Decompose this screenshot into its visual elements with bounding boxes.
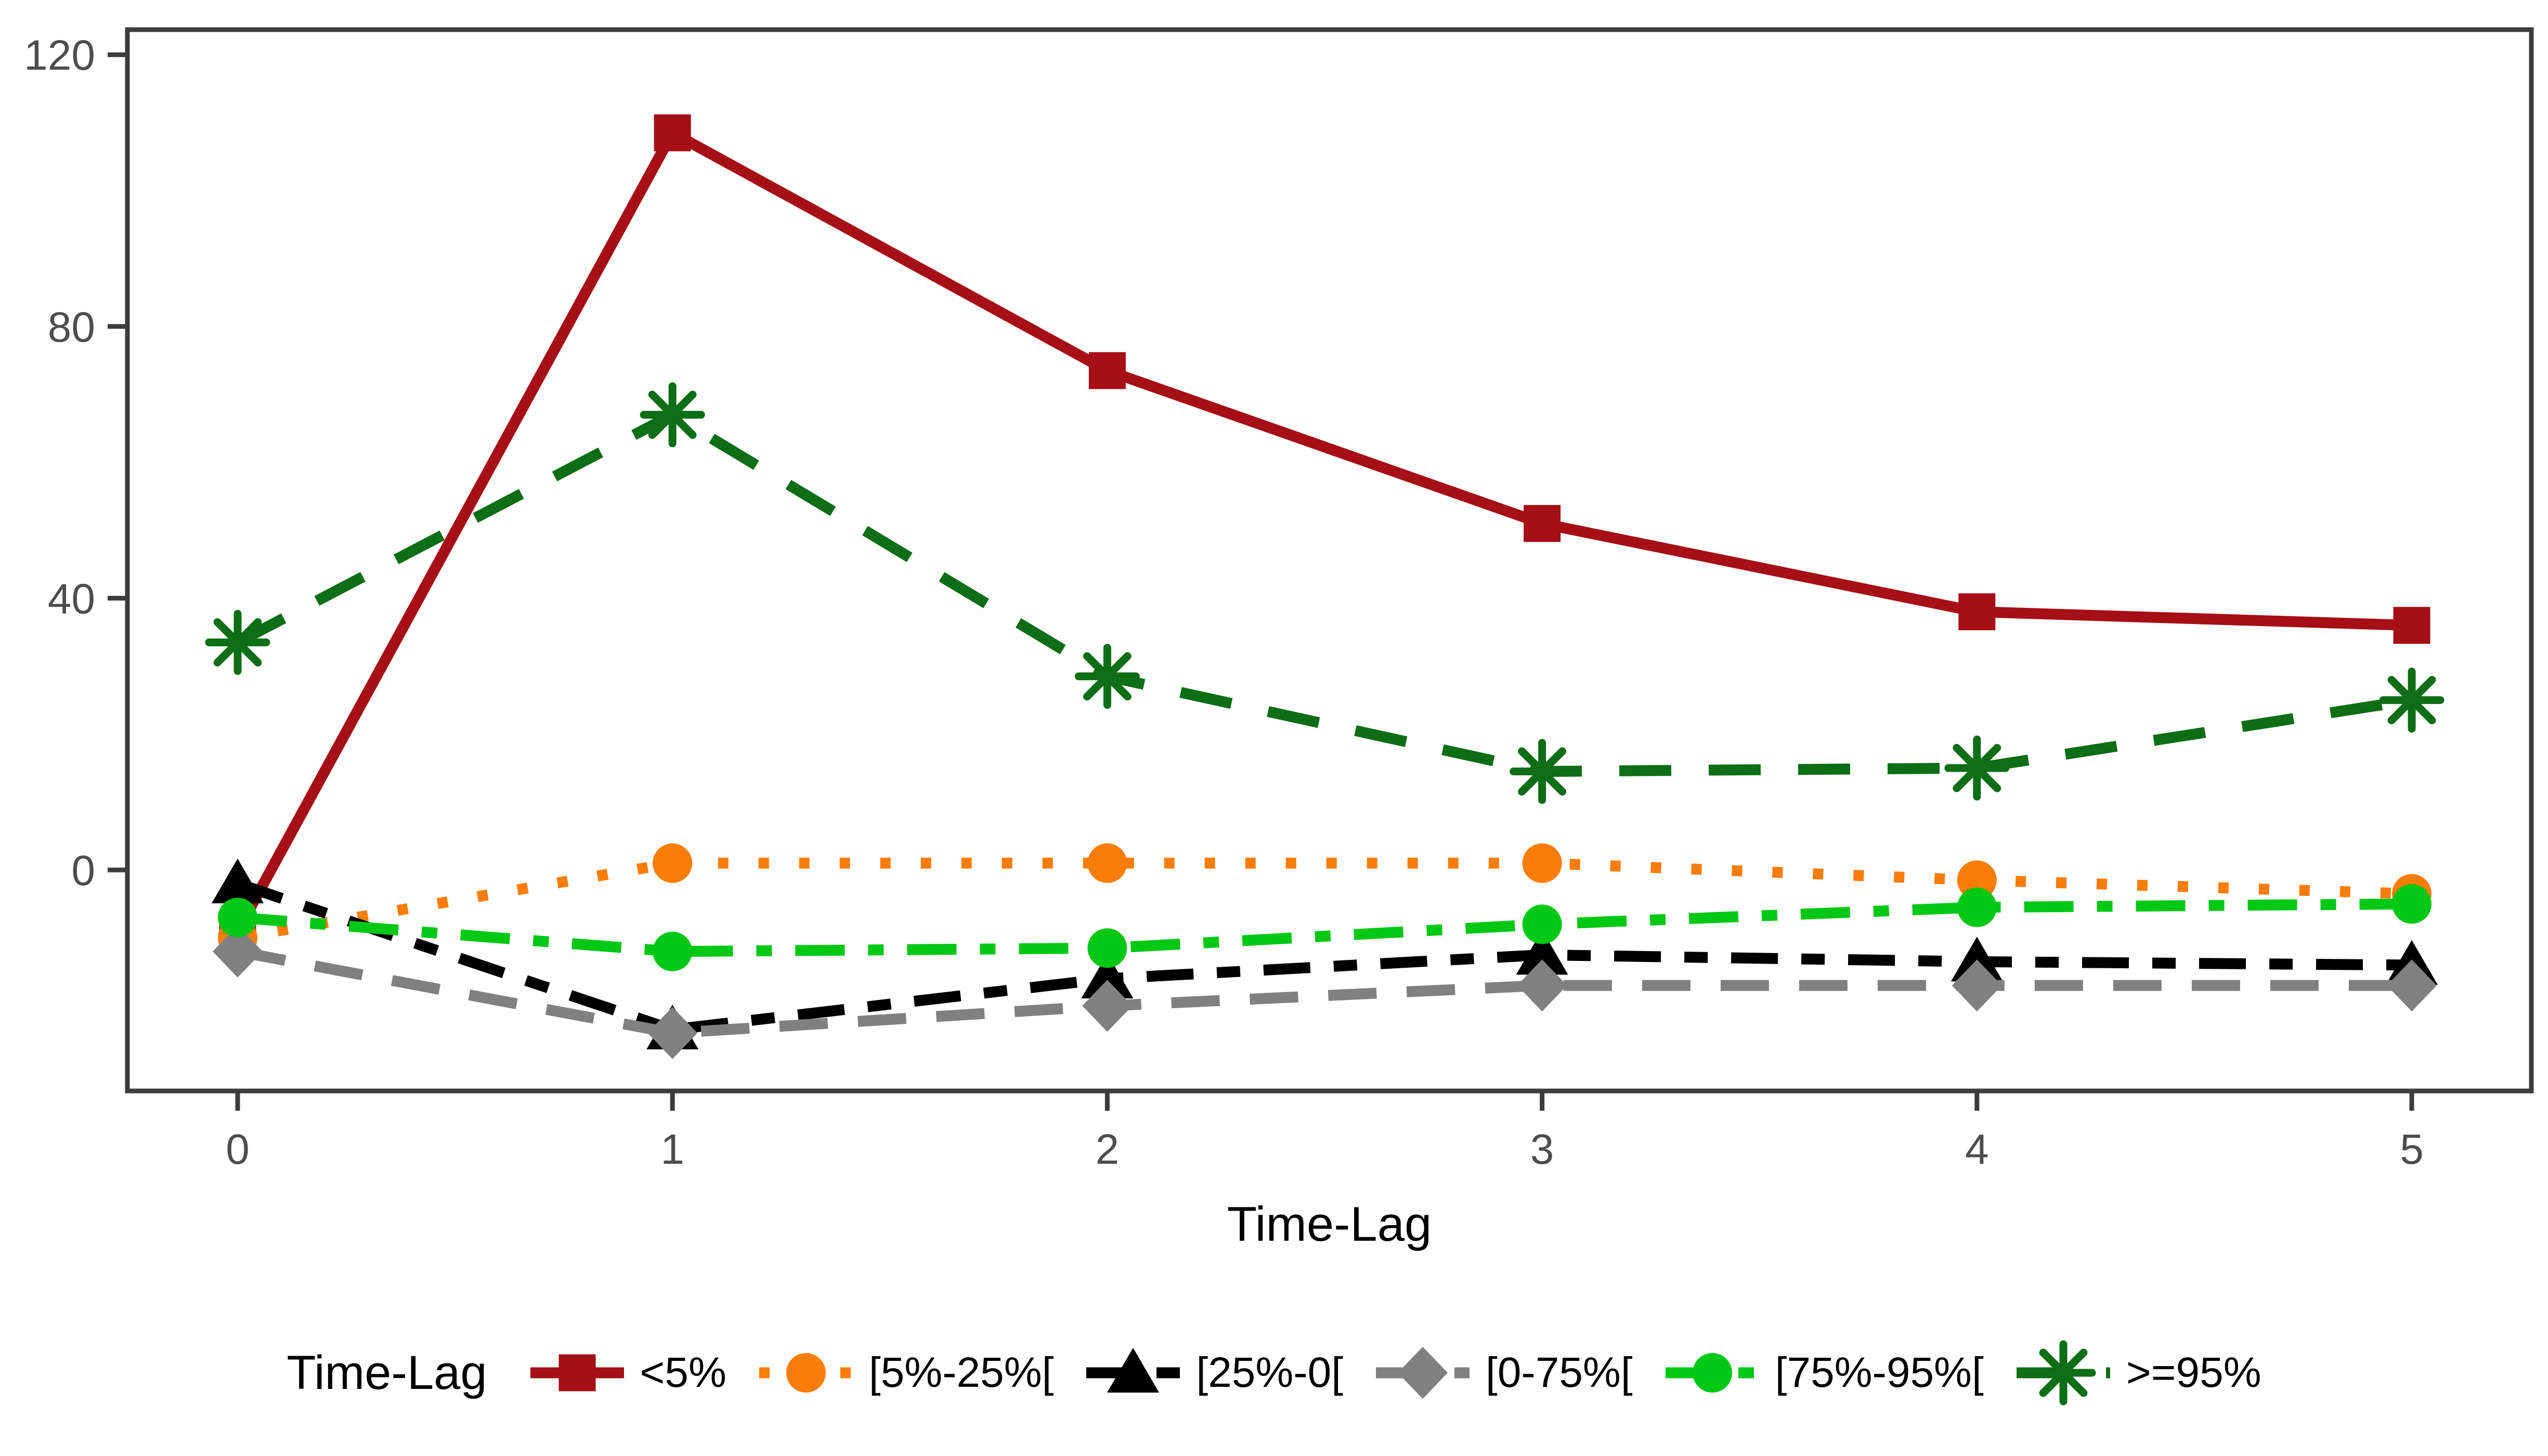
- legend-item-label: <5%: [640, 1349, 726, 1396]
- legend-item-label: [25%-0[: [1196, 1349, 1344, 1396]
- square-marker: [1088, 352, 1126, 389]
- series-line: [237, 946, 2412, 1039]
- legend-item-4: [75%-95%[: [1663, 1334, 1984, 1412]
- series-line: [236, 878, 2412, 1035]
- circle-marker: [653, 843, 693, 883]
- legend-key-diamond: [1376, 1347, 1470, 1399]
- asterisk-marker: [2031, 1340, 2096, 1406]
- legend-key-square: [530, 1354, 624, 1392]
- plot-area: 0 40 80 120 0 1 2 3 4 5: [24, 27, 2534, 1173]
- series-line: [237, 857, 2412, 943]
- triangle-marker: [212, 859, 264, 904]
- x-tick-label: 0: [226, 1126, 250, 1173]
- diamond-marker: [647, 1007, 698, 1059]
- asterisk-marker: [1510, 739, 1575, 804]
- square-marker: [654, 114, 691, 151]
- x-axis-title: Time-Lag: [1227, 1197, 1432, 1251]
- square-marker: [558, 1354, 595, 1392]
- diamond-marker: [1517, 959, 1567, 1012]
- diamond-marker: [1082, 980, 1133, 1032]
- legend-item-2: [25%-0[: [1084, 1334, 1343, 1412]
- circle-marker: [2392, 884, 2432, 924]
- diamond-marker: [1952, 959, 2002, 1012]
- series-5: [205, 382, 2445, 804]
- triangle-marker: [1107, 1348, 1160, 1393]
- diamond-marker: [213, 925, 263, 978]
- square-marker: [1524, 505, 1561, 542]
- legend-item-label: >=95%: [2126, 1349, 2261, 1396]
- x-tick-label: 5: [2400, 1126, 2424, 1173]
- legend-key-asterisk: [2016, 1340, 2110, 1406]
- circle-marker: [653, 931, 693, 971]
- legend-key-triangle: [1086, 1348, 1180, 1393]
- legend-item-0: <5%: [528, 1334, 726, 1412]
- asterisk-marker: [205, 609, 270, 675]
- square-marker: [2393, 607, 2430, 644]
- y-tick-label: 80: [48, 304, 95, 351]
- circle-marker: [1692, 1353, 1732, 1393]
- circle-marker: [1957, 860, 1997, 900]
- asterisk-marker: [2379, 667, 2445, 733]
- circle-marker: [786, 1353, 826, 1393]
- diamond-marker: [2387, 959, 2437, 1012]
- series-3: [213, 925, 2437, 1059]
- circle-marker: [1087, 928, 1127, 968]
- circle-marker: [218, 898, 257, 938]
- diamond-marker: [1398, 1347, 1448, 1399]
- circle-marker: [1522, 843, 1562, 883]
- y-tick-label: 120: [24, 32, 95, 79]
- panel-border: [125, 27, 2534, 1094]
- legend: Time-Lag <5% [5%-25%[ [25%-0[ [0-75%[ [75%-9…: [0, 1310, 2548, 1435]
- legend-item-label: [75%-95%[: [1775, 1349, 1984, 1396]
- x-tick-label: 1: [660, 1126, 684, 1173]
- legend-title: Time-Lag: [287, 1346, 487, 1399]
- legend-item-label: [5%-25%[: [868, 1349, 1054, 1396]
- x-tick-label: 4: [1965, 1126, 1989, 1173]
- triangle-marker: [1081, 954, 1134, 999]
- legend-item-1: [5%-25%[: [757, 1334, 1054, 1412]
- legend-key-circle: [759, 1353, 853, 1393]
- square-marker: [1958, 593, 1996, 631]
- legend-item-label: [0-75%[: [1486, 1349, 1633, 1396]
- circle-marker: [1522, 904, 1562, 944]
- series-4: [218, 884, 2432, 971]
- triangle-marker: [1951, 937, 2003, 982]
- y-tick-label: 40: [48, 575, 95, 622]
- series-0: [219, 114, 2430, 950]
- asterisk-marker: [640, 382, 705, 448]
- triangle-marker: [1516, 930, 1568, 975]
- y-tick-label: 0: [71, 847, 95, 894]
- legend-item-3: [0-75%[: [1373, 1334, 1633, 1412]
- x-tick-label: 3: [1530, 1126, 1554, 1173]
- x-tick-label: 2: [1096, 1126, 1120, 1173]
- asterisk-marker: [1944, 735, 2010, 801]
- legend-key-circle: [1665, 1353, 1759, 1393]
- asterisk-marker: [1074, 644, 1140, 709]
- series-line: [237, 898, 2412, 957]
- series-line: [232, 125, 2412, 934]
- legend-item-5: >=95%: [2014, 1334, 2261, 1412]
- series-line: [235, 408, 2413, 777]
- circle-marker: [1087, 843, 1127, 883]
- circle-marker: [1957, 887, 1997, 927]
